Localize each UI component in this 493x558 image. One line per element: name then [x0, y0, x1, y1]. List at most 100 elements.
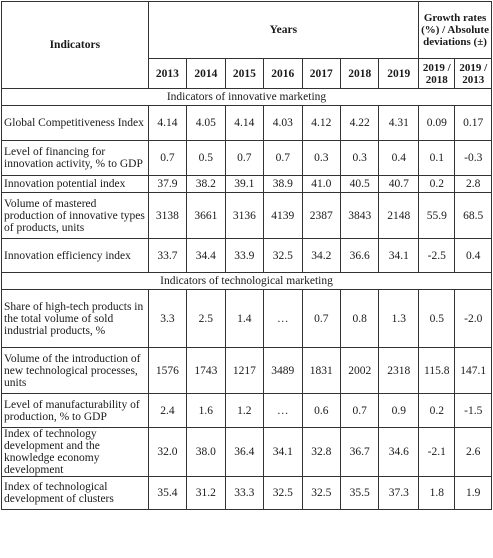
- year-value: 32.0: [147, 427, 188, 477]
- indicator-name: Global Competitiveness Index: [1, 105, 149, 141]
- year-value: 2002: [339, 347, 380, 394]
- year-value: 32.5: [263, 476, 303, 510]
- indicator-name: Index of technology development and the …: [1, 427, 149, 477]
- year-value: 1.6: [186, 393, 226, 428]
- year-value: 3489: [263, 347, 303, 394]
- year-value: 34.1: [263, 427, 303, 477]
- growth-value: 0.09: [418, 105, 456, 141]
- year-value: 41.0: [301, 175, 341, 193]
- year-value: 0.8: [339, 289, 380, 348]
- year-value: 2.5: [186, 289, 226, 348]
- table-row: Innovation potential index 37.9 38.2 39.1 38…: [1, 175, 492, 193]
- year-value: …: [263, 289, 303, 348]
- year-header: 2015: [224, 58, 265, 89]
- year-value: 3843: [339, 192, 380, 239]
- section-title: Indicators of innovative marketing: [1, 88, 492, 106]
- table-row: Index of technological development of cl…: [1, 476, 492, 510]
- year-value: 0.6: [301, 393, 341, 428]
- header-indicators: Indicators: [1, 1, 149, 89]
- year-value: 4139: [263, 192, 303, 239]
- indicator-name: Index of technological development of cl…: [1, 476, 149, 510]
- growth-value: 2.6: [454, 427, 492, 477]
- year-value: 1.3: [378, 289, 420, 348]
- year-value: 0.3: [339, 140, 380, 176]
- year-value: 38.2: [186, 175, 226, 193]
- year-value: 0.7: [301, 289, 341, 348]
- growth-value: -0.3: [454, 140, 492, 176]
- indicators-table: Indicators Years Growth rates (%) / Abso…: [1, 1, 492, 510]
- year-value: 32.5: [263, 238, 303, 273]
- growth-value: 1.9: [454, 476, 492, 510]
- indicator-name: Innovation potential index: [1, 175, 149, 193]
- year-header: 2017: [301, 58, 341, 89]
- year-value: 2148: [378, 192, 420, 239]
- year-value: 33.3: [224, 476, 265, 510]
- growth-value: 68.5: [454, 192, 492, 239]
- indicator-name: Level of manufacturability of production…: [1, 393, 149, 428]
- year-value: 34.1: [378, 238, 420, 273]
- year-value: 34.6: [378, 427, 420, 477]
- table-row: Innovation efficiency index 33.7 34.4 33.9 3…: [1, 238, 492, 273]
- year-value: …: [263, 393, 303, 428]
- table-body: Indicators of innovative marketing Global…: [1, 88, 492, 510]
- year-value: 1.2: [224, 393, 265, 428]
- year-value: 0.7: [147, 140, 188, 176]
- year-value: 3.3: [147, 289, 188, 348]
- year-value: 4.05: [186, 105, 226, 141]
- growth-value: -2.1: [418, 427, 456, 477]
- year-value: 4.03: [263, 105, 303, 141]
- growth-value: 2.8: [454, 175, 492, 193]
- growth-value: 1.8: [418, 476, 456, 510]
- year-value: 32.5: [301, 476, 341, 510]
- table-row: Level of financing for innovation activi…: [1, 140, 492, 176]
- year-value: 1831: [301, 347, 341, 394]
- table-row: Global Competitiveness Index 4.14 4.05 4.14…: [1, 105, 492, 141]
- year-value: 34.4: [186, 238, 226, 273]
- year-value: 36.4: [224, 427, 265, 477]
- year-value: 35.5: [339, 476, 380, 510]
- indicator-name: Share of high-tech products in the total…: [1, 289, 149, 348]
- year-value: 4.14: [147, 105, 188, 141]
- year-header: 2013: [147, 58, 188, 89]
- year-header: 2019: [378, 58, 420, 89]
- year-value: 40.5: [339, 175, 380, 193]
- table-row: Volume of the introduction of new techno…: [1, 347, 492, 394]
- year-value: 0.3: [301, 140, 341, 176]
- year-value: 33.7: [147, 238, 188, 273]
- year-value: 36.7: [339, 427, 380, 477]
- year-value: 0.9: [378, 393, 420, 428]
- growth-header: 2019 / 2018: [418, 58, 456, 89]
- year-value: 4.14: [224, 105, 265, 141]
- year-value: 37.3: [378, 476, 420, 510]
- growth-value: -2.5: [418, 238, 456, 273]
- growth-value: 0.5: [418, 289, 456, 348]
- header-years: Years: [147, 1, 420, 59]
- year-value: 0.4: [378, 140, 420, 176]
- year-value: 0.7: [224, 140, 265, 176]
- year-value: 0.5: [186, 140, 226, 176]
- growth-header: 2019 / 2013: [454, 58, 492, 89]
- growth-value: 147.1: [454, 347, 492, 394]
- table-row: Index of technology development and the …: [1, 427, 492, 477]
- growth-value: -2.0: [454, 289, 492, 348]
- year-value: 34.2: [301, 238, 341, 273]
- growth-value: 0.4: [454, 238, 492, 273]
- indicator-name: Volume of mastered production of innovat…: [1, 192, 149, 239]
- year-value: 3136: [224, 192, 265, 239]
- growth-value: 0.1: [418, 140, 456, 176]
- section-row: Indicators of technological marketing: [1, 272, 492, 290]
- year-value: 38.9: [263, 175, 303, 193]
- growth-value: 115.8: [418, 347, 456, 394]
- year-value: 37.9: [147, 175, 188, 193]
- year-value: 40.7: [378, 175, 420, 193]
- year-value: 3661: [186, 192, 226, 239]
- indicator-name: Level of financing for innovation activi…: [1, 140, 149, 176]
- year-value: 2318: [378, 347, 420, 394]
- section-row: Indicators of innovative marketing: [1, 88, 492, 106]
- year-value: 1.4: [224, 289, 265, 348]
- growth-value: 55.9: [418, 192, 456, 239]
- year-value: 36.6: [339, 238, 380, 273]
- year-value: 0.7: [263, 140, 303, 176]
- year-value: 1217: [224, 347, 265, 394]
- year-value: 39.1: [224, 175, 265, 193]
